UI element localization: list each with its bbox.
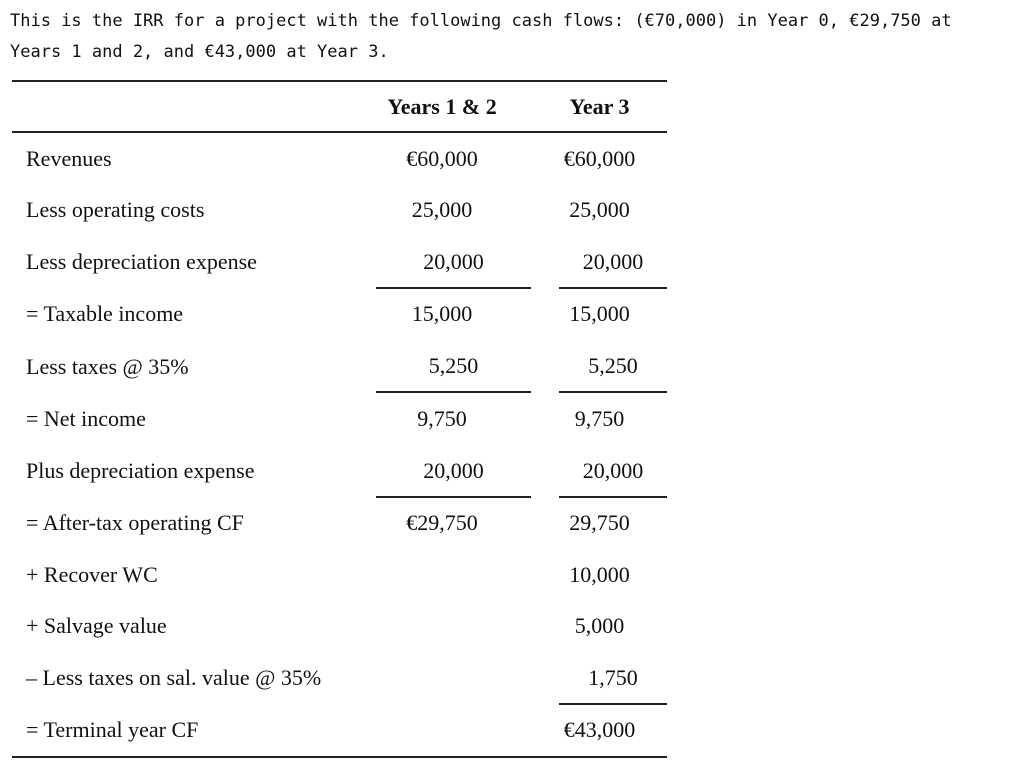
underlined-value: 1,750 (558, 652, 667, 705)
row-label: Less depreciation expense (26, 249, 257, 275)
row-label: = After-tax operating CF (26, 510, 244, 536)
row-value-years-1-2: 5,250 (352, 340, 532, 394)
row-value-year-3: 5,000 (574, 613, 625, 639)
row-label: + Salvage value (26, 613, 167, 639)
header-years-1-2: Years 1 & 2 (352, 80, 532, 133)
row-value-year-3: 29,750 (569, 510, 630, 536)
underlined-value: 20,000 (376, 236, 532, 289)
intro-paragraph: This is the IRR for a project with the f… (10, 11, 952, 62)
cash-flow-table: Years 1 & 2 Year 3 Revenues €60,000 €60,… (12, 80, 667, 759)
row-label: Less taxes @ 35% (26, 353, 189, 379)
row-value-years-1-2 (352, 704, 532, 759)
header-label (12, 80, 353, 133)
row-value-years-1-2 (352, 549, 532, 600)
row-label: = Taxable income (26, 301, 184, 327)
row-value-year-3: €60,000 (563, 145, 636, 171)
row-value-year-3: 10,000 (569, 561, 630, 587)
row-value-years-1-2 (352, 600, 532, 651)
table-row: = Net income 9,750 9,750 (12, 393, 667, 444)
table-row: + Recover WC 10,000 (12, 549, 667, 600)
table-row: = After-tax operating CF €29,750 29,750 (12, 498, 667, 549)
table-row: Less operating costs 25,000 25,000 (12, 184, 667, 235)
row-value-year-3: 20,000 (532, 236, 667, 289)
row-value-years-1-2 (352, 652, 532, 705)
row-value-years-1-2: 9,750 (417, 405, 467, 431)
underlined-value: 5,250 (376, 340, 532, 394)
header-year-3: Year 3 (531, 80, 667, 133)
underlined-value: 20,000 (376, 445, 532, 498)
table-row: Plus depreciation expense 20,000 20,000 (12, 445, 667, 498)
table-row: Less depreciation expense 20,000 20,000 (12, 236, 667, 289)
row-label: Revenues (26, 145, 112, 171)
row-value-years-1-2: 15,000 (411, 301, 473, 327)
row-value-years-1-2: €29,750 (406, 510, 478, 536)
table-row: Revenues €60,000 €60,000 (12, 132, 667, 184)
row-label: Plus depreciation expense (26, 458, 255, 484)
underlined-value: 20,000 (558, 236, 667, 289)
row-label: – Less taxes on sal. value @ 35% (26, 665, 322, 691)
row-label: = Terminal year CF (12, 704, 353, 759)
row-value-years-1-2: €60,000 (406, 145, 478, 171)
row-value-years-1-2: 20,000 (352, 236, 532, 289)
row-label: Less operating costs (26, 197, 205, 223)
underlined-value: 5,250 (558, 340, 667, 394)
row-value-year-3: €43,000 (531, 704, 667, 759)
table-header-row: Years 1 & 2 Year 3 (12, 80, 667, 133)
table-row: = Taxable income 15,000 15,000 (12, 289, 667, 340)
row-value-year-3: 20,000 (532, 445, 667, 498)
row-label: = Net income (26, 405, 146, 431)
table-row: + Salvage value 5,000 (12, 600, 667, 651)
row-value-year-3: 1,750 (532, 652, 667, 705)
row-value-years-1-2: 20,000 (352, 445, 532, 498)
row-label: + Recover WC (26, 561, 158, 587)
table-row: Less taxes @ 35% 5,250 5,250 (12, 340, 667, 394)
row-value-year-3: 25,000 (569, 197, 630, 223)
row-value-years-1-2: 25,000 (411, 197, 473, 223)
table-row: – Less taxes on sal. value @ 35% 1,750 (12, 652, 667, 705)
row-value-year-3: 9,750 (574, 405, 625, 431)
row-value-year-3: 5,250 (532, 340, 667, 394)
underlined-value: 20,000 (558, 445, 667, 498)
row-value-year-3: 15,000 (569, 301, 630, 327)
table-row: = Terminal year CF €43,000 (12, 704, 667, 759)
